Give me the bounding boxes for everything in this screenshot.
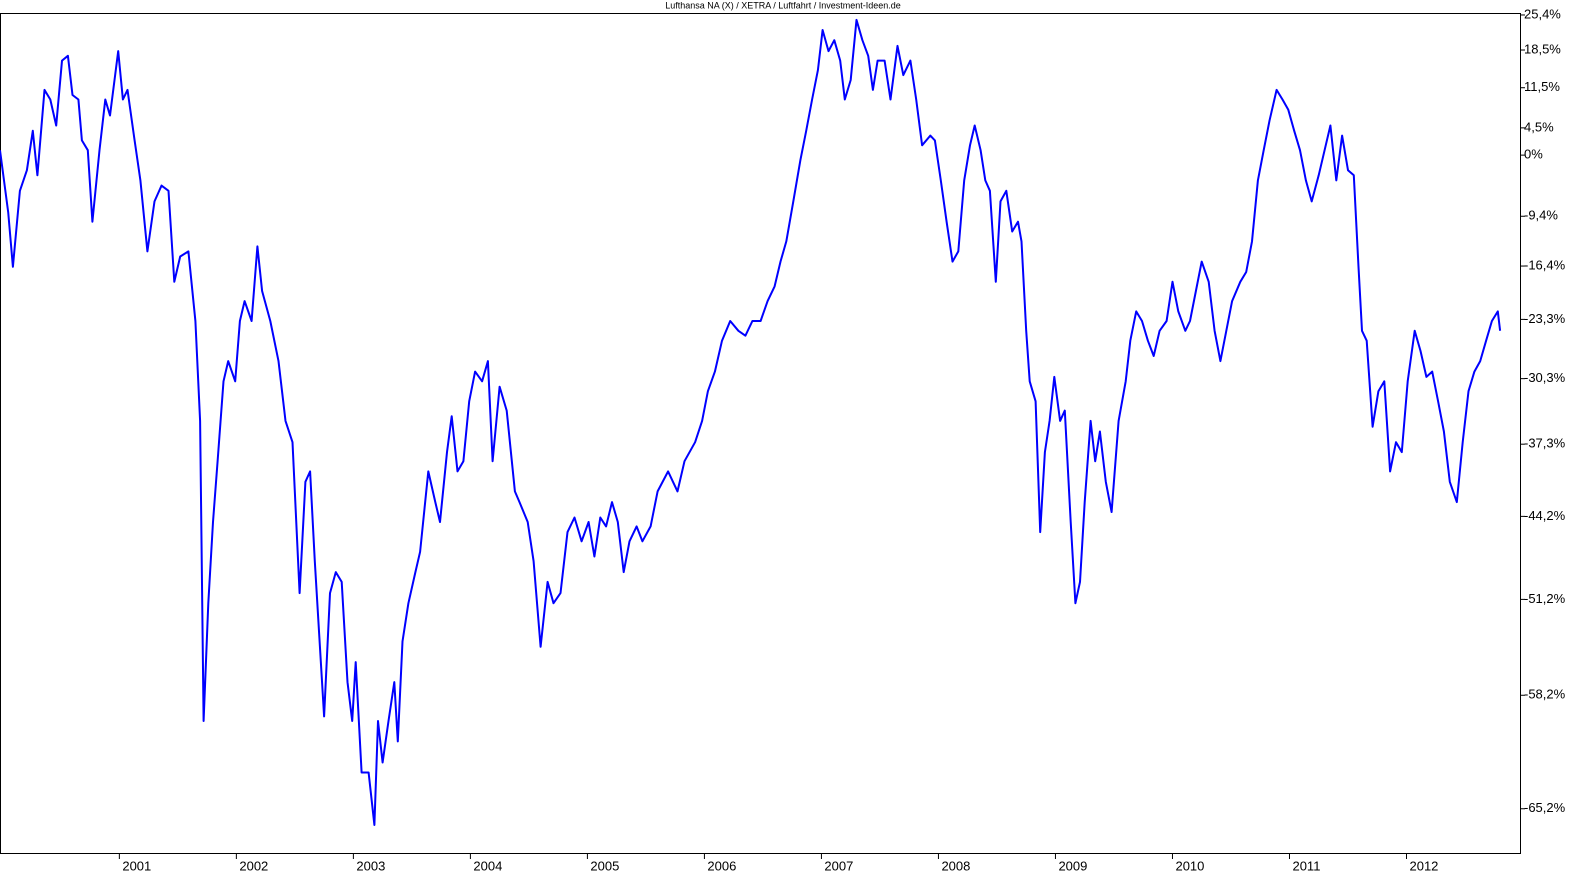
x-tick-label: 2007	[824, 858, 853, 873]
y-tick-label: 0%	[1524, 147, 1543, 162]
y-tick-label: -30,3%	[1524, 370, 1566, 385]
x-tick-label: 2012	[1409, 858, 1438, 873]
x-tick-label: 2008	[941, 858, 970, 873]
y-tick-label: 18,5%	[1524, 41, 1561, 56]
y-tick-label: 25,4%	[1524, 6, 1561, 21]
x-tick-label: 2011	[1292, 858, 1320, 873]
y-tick-label: -16,4%	[1524, 257, 1566, 272]
x-tick-label: 2005	[590, 858, 619, 873]
y-tick-label: -65,2%	[1524, 800, 1566, 815]
x-tick-label: 2010	[1175, 858, 1204, 873]
y-tick-label: 11,5%	[1524, 79, 1560, 94]
plot-frame	[0, 13, 1521, 854]
x-tick-label: 2004	[473, 858, 502, 873]
x-tick-label: 2003	[356, 858, 385, 873]
x-tick-label: 2001	[122, 858, 151, 873]
y-tick-label: -37,3%	[1524, 436, 1566, 451]
price-line	[0, 18, 1502, 826]
y-tick-label: -51,2%	[1524, 591, 1566, 606]
x-tick-label: 2002	[239, 858, 268, 873]
x-tick-label: 2006	[707, 858, 736, 873]
chart-title: Lufthansa NA (X) / XETRA / Luftfahrt / I…	[665, 0, 901, 10]
y-tick-label: 4,5%	[1524, 119, 1554, 134]
y-tick-label: -23,3%	[1524, 311, 1566, 326]
y-tick-label: -44,2%	[1524, 508, 1566, 523]
x-tick-label: 2009	[1058, 858, 1087, 873]
y-tick-label: -58,2%	[1524, 687, 1566, 702]
y-tick-label: -9,4%	[1524, 208, 1558, 223]
